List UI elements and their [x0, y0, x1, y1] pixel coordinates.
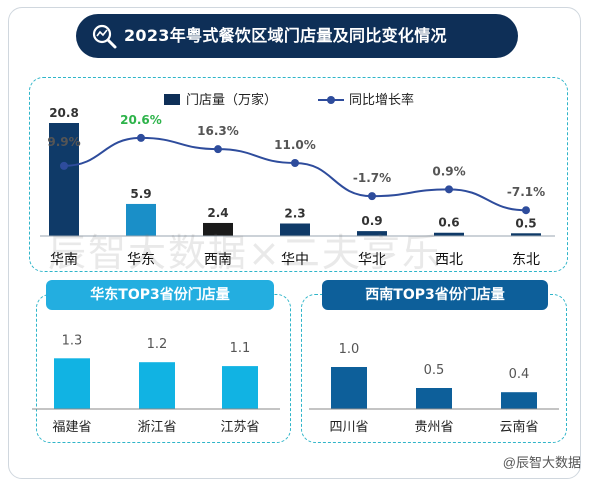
growth-point-华北: [368, 192, 376, 201]
growth-point-华南: [60, 161, 68, 170]
east-bar-福建省: [54, 358, 90, 409]
category-label: 华东: [127, 252, 155, 268]
growth-point-华东: [137, 133, 145, 142]
southwest-bar-贵州省: [416, 388, 452, 409]
category-label: 华中: [281, 252, 309, 268]
east-value-label: 1.2: [147, 337, 168, 352]
bar-value-label: 2.3: [284, 207, 305, 221]
growth-label: 9.9%: [47, 135, 80, 149]
legend-label-stores: 门店量（万家）: [186, 92, 277, 108]
bar-value-label: 5.9: [130, 187, 151, 201]
southwest-category-label: 贵州省: [414, 420, 453, 435]
growth-label: 20.6%: [120, 113, 162, 127]
bar-value-label: 0.5: [515, 216, 536, 230]
legend-label-growth: 同比增长率: [349, 92, 414, 108]
bar-西南: [203, 222, 233, 236]
bar-value-label: 0.6: [438, 216, 459, 230]
growth-point-东北: [522, 206, 530, 215]
southwest-category-label: 四川省: [329, 420, 368, 435]
card-frame: [8, 7, 581, 479]
bar-value-label: 20.8: [49, 106, 79, 120]
growth-label: 16.3%: [197, 124, 239, 138]
east-bar-江苏省: [222, 366, 258, 409]
bar-华中: [280, 223, 310, 236]
category-label: 华北: [358, 252, 386, 268]
growth-label: 0.9%: [432, 164, 465, 178]
magnifier-chart-icon: [92, 24, 117, 49]
page-title: 2023年粤式餐饮区域门店量及同比变化情况: [124, 26, 447, 45]
bar-华东: [126, 203, 156, 236]
category-label: 华南: [50, 252, 78, 268]
category-label: 东北: [512, 252, 540, 268]
growth-point-华中: [291, 158, 299, 167]
southwest-value-label: 0.5: [424, 363, 445, 378]
bar-华北: [357, 231, 387, 236]
southwest-bar-云南省: [501, 392, 537, 409]
east-category-label: 福建省: [52, 420, 91, 435]
east-category-label: 江苏省: [220, 419, 259, 435]
growth-point-西北: [445, 185, 453, 194]
east-value-label: 1.1: [230, 341, 251, 356]
main-chart-box: [29, 77, 568, 272]
growth-label: -7.1%: [507, 185, 545, 199]
credit-label: @辰智大数据: [502, 455, 581, 470]
southwest-bar-四川省: [331, 367, 367, 409]
southwest-category-label: 云南省: [499, 419, 538, 435]
bar-东北: [511, 233, 541, 236]
legend-swatch-stores: [164, 94, 180, 105]
bar-西北: [434, 232, 464, 236]
east-top3-title: 华东TOP3省份门店量: [46, 280, 274, 310]
legend-swatch-dot: [327, 96, 335, 104]
bar-value-label: 2.4: [207, 206, 228, 220]
east-value-label: 1.3: [62, 333, 83, 348]
southwest-value-label: 0.4: [509, 367, 530, 382]
southwest-top3-title: 西南TOP3省份门店量: [322, 280, 548, 310]
category-label: 西北: [435, 252, 463, 268]
growth-label: 11.0%: [274, 138, 316, 152]
category-label: 西南: [204, 252, 232, 268]
title-bar: 2023年粤式餐饮区域门店量及同比变化情况: [76, 14, 518, 58]
bar-华南: [49, 123, 79, 236]
watermark: 辰智大数据×二夫亨乐: [48, 231, 442, 275]
east-category-label: 浙江省: [137, 420, 176, 435]
growth-point-西南: [214, 145, 222, 154]
growth-label: -1.7%: [353, 171, 391, 185]
east-bar-浙江省: [139, 362, 175, 409]
bar-value-label: 0.9: [361, 214, 382, 228]
southwest-value-label: 1.0: [339, 342, 360, 357]
